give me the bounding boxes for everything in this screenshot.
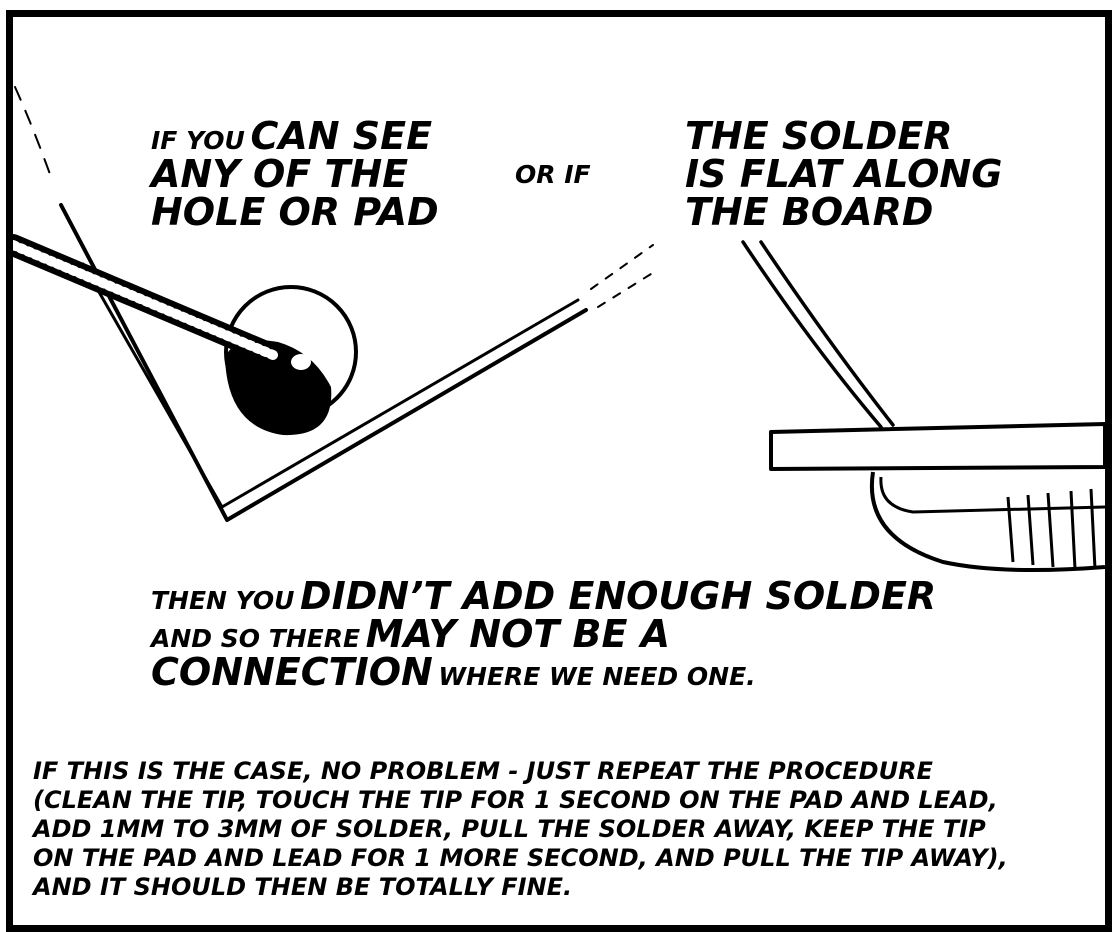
caption-line3: add 1mm to 3mm of solder, pull the solde…	[33, 815, 986, 843]
condition-two-line3: the board	[685, 190, 934, 234]
consequence-line3-big: connection	[151, 650, 433, 694]
caption-line1: If this is the case, no problem - just r…	[33, 757, 933, 785]
caption-text: If this is the case, no problem - just r…	[33, 757, 1008, 902]
caption-line5: and it should then be totally fine.	[33, 873, 573, 901]
condition-one-line1-big: can see	[250, 114, 433, 158]
consequence-text: then you didn’t add enough solder and so…	[151, 577, 936, 691]
comic-panel: If you can see any of the hole or pad or…	[6, 10, 1112, 932]
condition-one-line1-small: If you	[151, 126, 245, 155]
condition-one-text: If you can see any of the hole or pad	[151, 117, 439, 231]
pcb-board-corner	[14, 86, 660, 522]
consequence-line2-big: may not be a	[365, 612, 671, 656]
consequence-line3-small: where we need one.	[438, 662, 756, 691]
consequence-line1-big: didn’t add enough solder	[300, 574, 937, 618]
illustration	[13, 86, 1105, 573]
condition-two-line1: the solder	[685, 114, 953, 158]
condition-one-line2: any of the	[151, 152, 409, 196]
component-lead	[13, 234, 284, 366]
solder-pad	[224, 285, 358, 436]
connector-text: or if	[515, 160, 591, 189]
solder-wire	[741, 240, 895, 429]
condition-one-line3: hole or pad	[151, 190, 439, 234]
consequence-line2-small: and so there	[151, 624, 361, 653]
condition-two-line2: is flat along	[685, 152, 1003, 196]
caption-line4: on the pad and lead for 1 more second, a…	[33, 844, 1008, 872]
flat-board	[769, 422, 1105, 573]
consequence-line1-small: then you	[151, 586, 295, 615]
caption-line2: (clean the tip, touch the tip for 1 seco…	[33, 786, 998, 814]
condition-two-text: the solder is flat along the board	[685, 117, 1002, 231]
